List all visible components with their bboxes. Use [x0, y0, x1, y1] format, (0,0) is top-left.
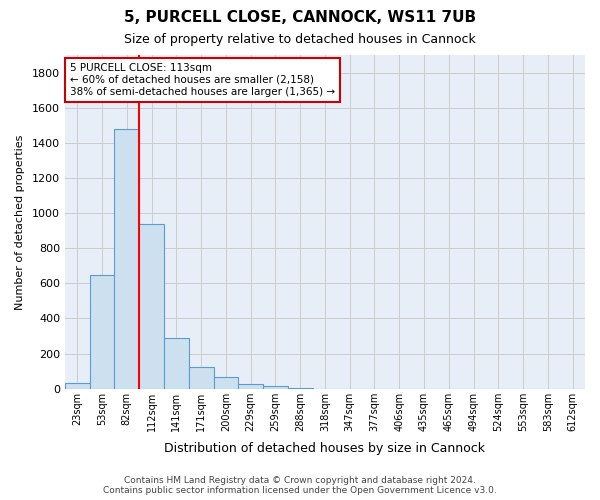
Bar [238, 384, 263, 388]
Text: 5, PURCELL CLOSE, CANNOCK, WS11 7UB: 5, PURCELL CLOSE, CANNOCK, WS11 7UB [124, 10, 476, 25]
Bar [189, 367, 214, 388]
Bar [164, 338, 189, 388]
Y-axis label: Number of detached properties: Number of detached properties [15, 134, 25, 310]
Bar [65, 382, 89, 388]
Bar [214, 378, 238, 388]
Bar [89, 274, 115, 388]
Bar [263, 386, 288, 388]
Text: Size of property relative to detached houses in Cannock: Size of property relative to detached ho… [124, 32, 476, 46]
Text: Contains HM Land Registry data © Crown copyright and database right 2024.
Contai: Contains HM Land Registry data © Crown c… [103, 476, 497, 495]
X-axis label: Distribution of detached houses by size in Cannock: Distribution of detached houses by size … [164, 442, 485, 455]
Bar [139, 224, 164, 388]
Bar [115, 129, 139, 388]
Text: 5 PURCELL CLOSE: 113sqm
← 60% of detached houses are smaller (2,158)
38% of semi: 5 PURCELL CLOSE: 113sqm ← 60% of detache… [70, 64, 335, 96]
